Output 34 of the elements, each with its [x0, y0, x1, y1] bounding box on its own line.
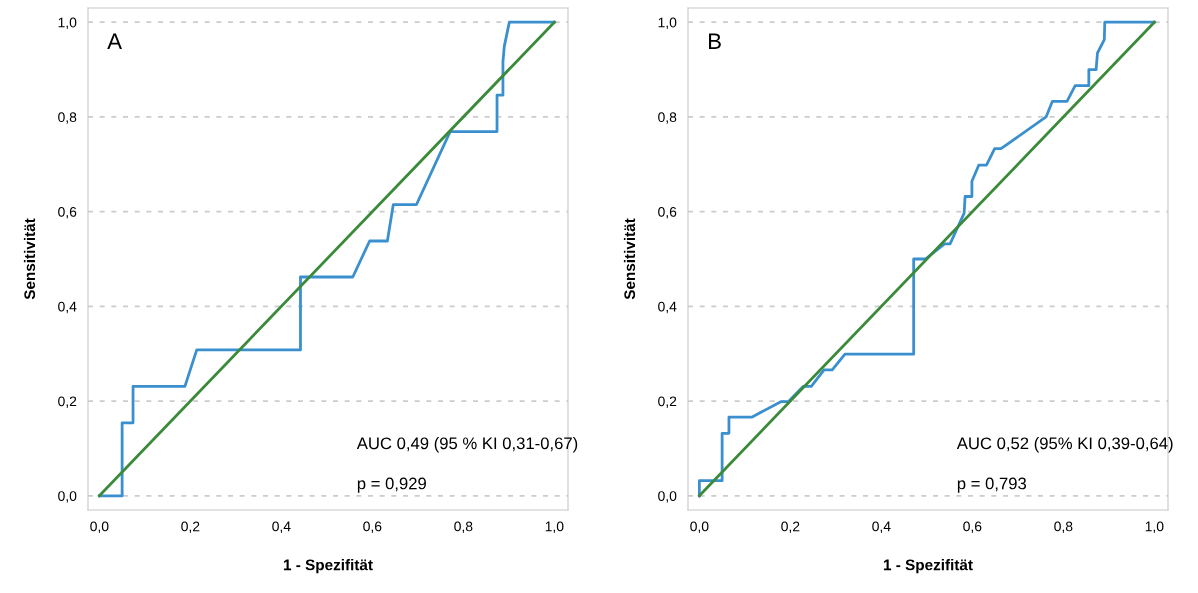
x-tick-label: 0,2: [181, 521, 200, 533]
y-tick-label: 0,4: [658, 301, 677, 314]
x-tick-label: 1,0: [545, 521, 564, 533]
x-tick-label: 0,8: [1054, 521, 1073, 533]
y-tick-label: 0,4: [58, 301, 77, 314]
y-tick-label: 0,6: [658, 206, 677, 219]
x-tick-label: 0,0: [690, 521, 709, 533]
y-tick-label: 1,0: [58, 17, 77, 30]
y-tick-label: 0,6: [58, 206, 77, 219]
x-axis-title: 1 - Spezifität: [883, 559, 973, 574]
y-tick-label: 0,8: [58, 112, 77, 124]
y-tick-label: 0,2: [658, 396, 677, 408]
annotation: A: [107, 33, 122, 49]
annotation: p = 0,793: [957, 477, 1027, 493]
annotation: AUC 0,52 (95% KI 0,39-0,64): [956, 436, 1173, 453]
x-tick-label: 0,6: [363, 521, 382, 533]
x-tick-label: 0,2: [781, 521, 800, 533]
x-tick-label: 0,8: [454, 521, 473, 533]
annotation: B: [709, 33, 721, 49]
x-tick-label: 1,0: [1145, 521, 1164, 533]
x-tick-label: 0,4: [272, 521, 291, 533]
y-axis-title: Sensitivität: [23, 218, 36, 300]
y-axis-title: Sensitivität: [623, 218, 636, 300]
annotation: AUC 0,49 (95 % KI 0,31-0,67): [356, 436, 578, 453]
y-tick-label: 0,0: [58, 491, 77, 503]
y-tick-label: 0,2: [58, 396, 77, 408]
x-axis-title: 1 - Spezifität: [283, 559, 373, 574]
y-tick-label: 1,0: [658, 17, 677, 30]
y-tick-label: 0,0: [658, 491, 677, 503]
x-tick-label: 0,4: [872, 521, 891, 533]
x-tick-label: 0,0: [90, 521, 109, 533]
y-tick-label: 0,8: [658, 112, 677, 124]
x-tick-label: 0,6: [963, 521, 982, 533]
annotation: p = 0,929: [357, 477, 426, 493]
